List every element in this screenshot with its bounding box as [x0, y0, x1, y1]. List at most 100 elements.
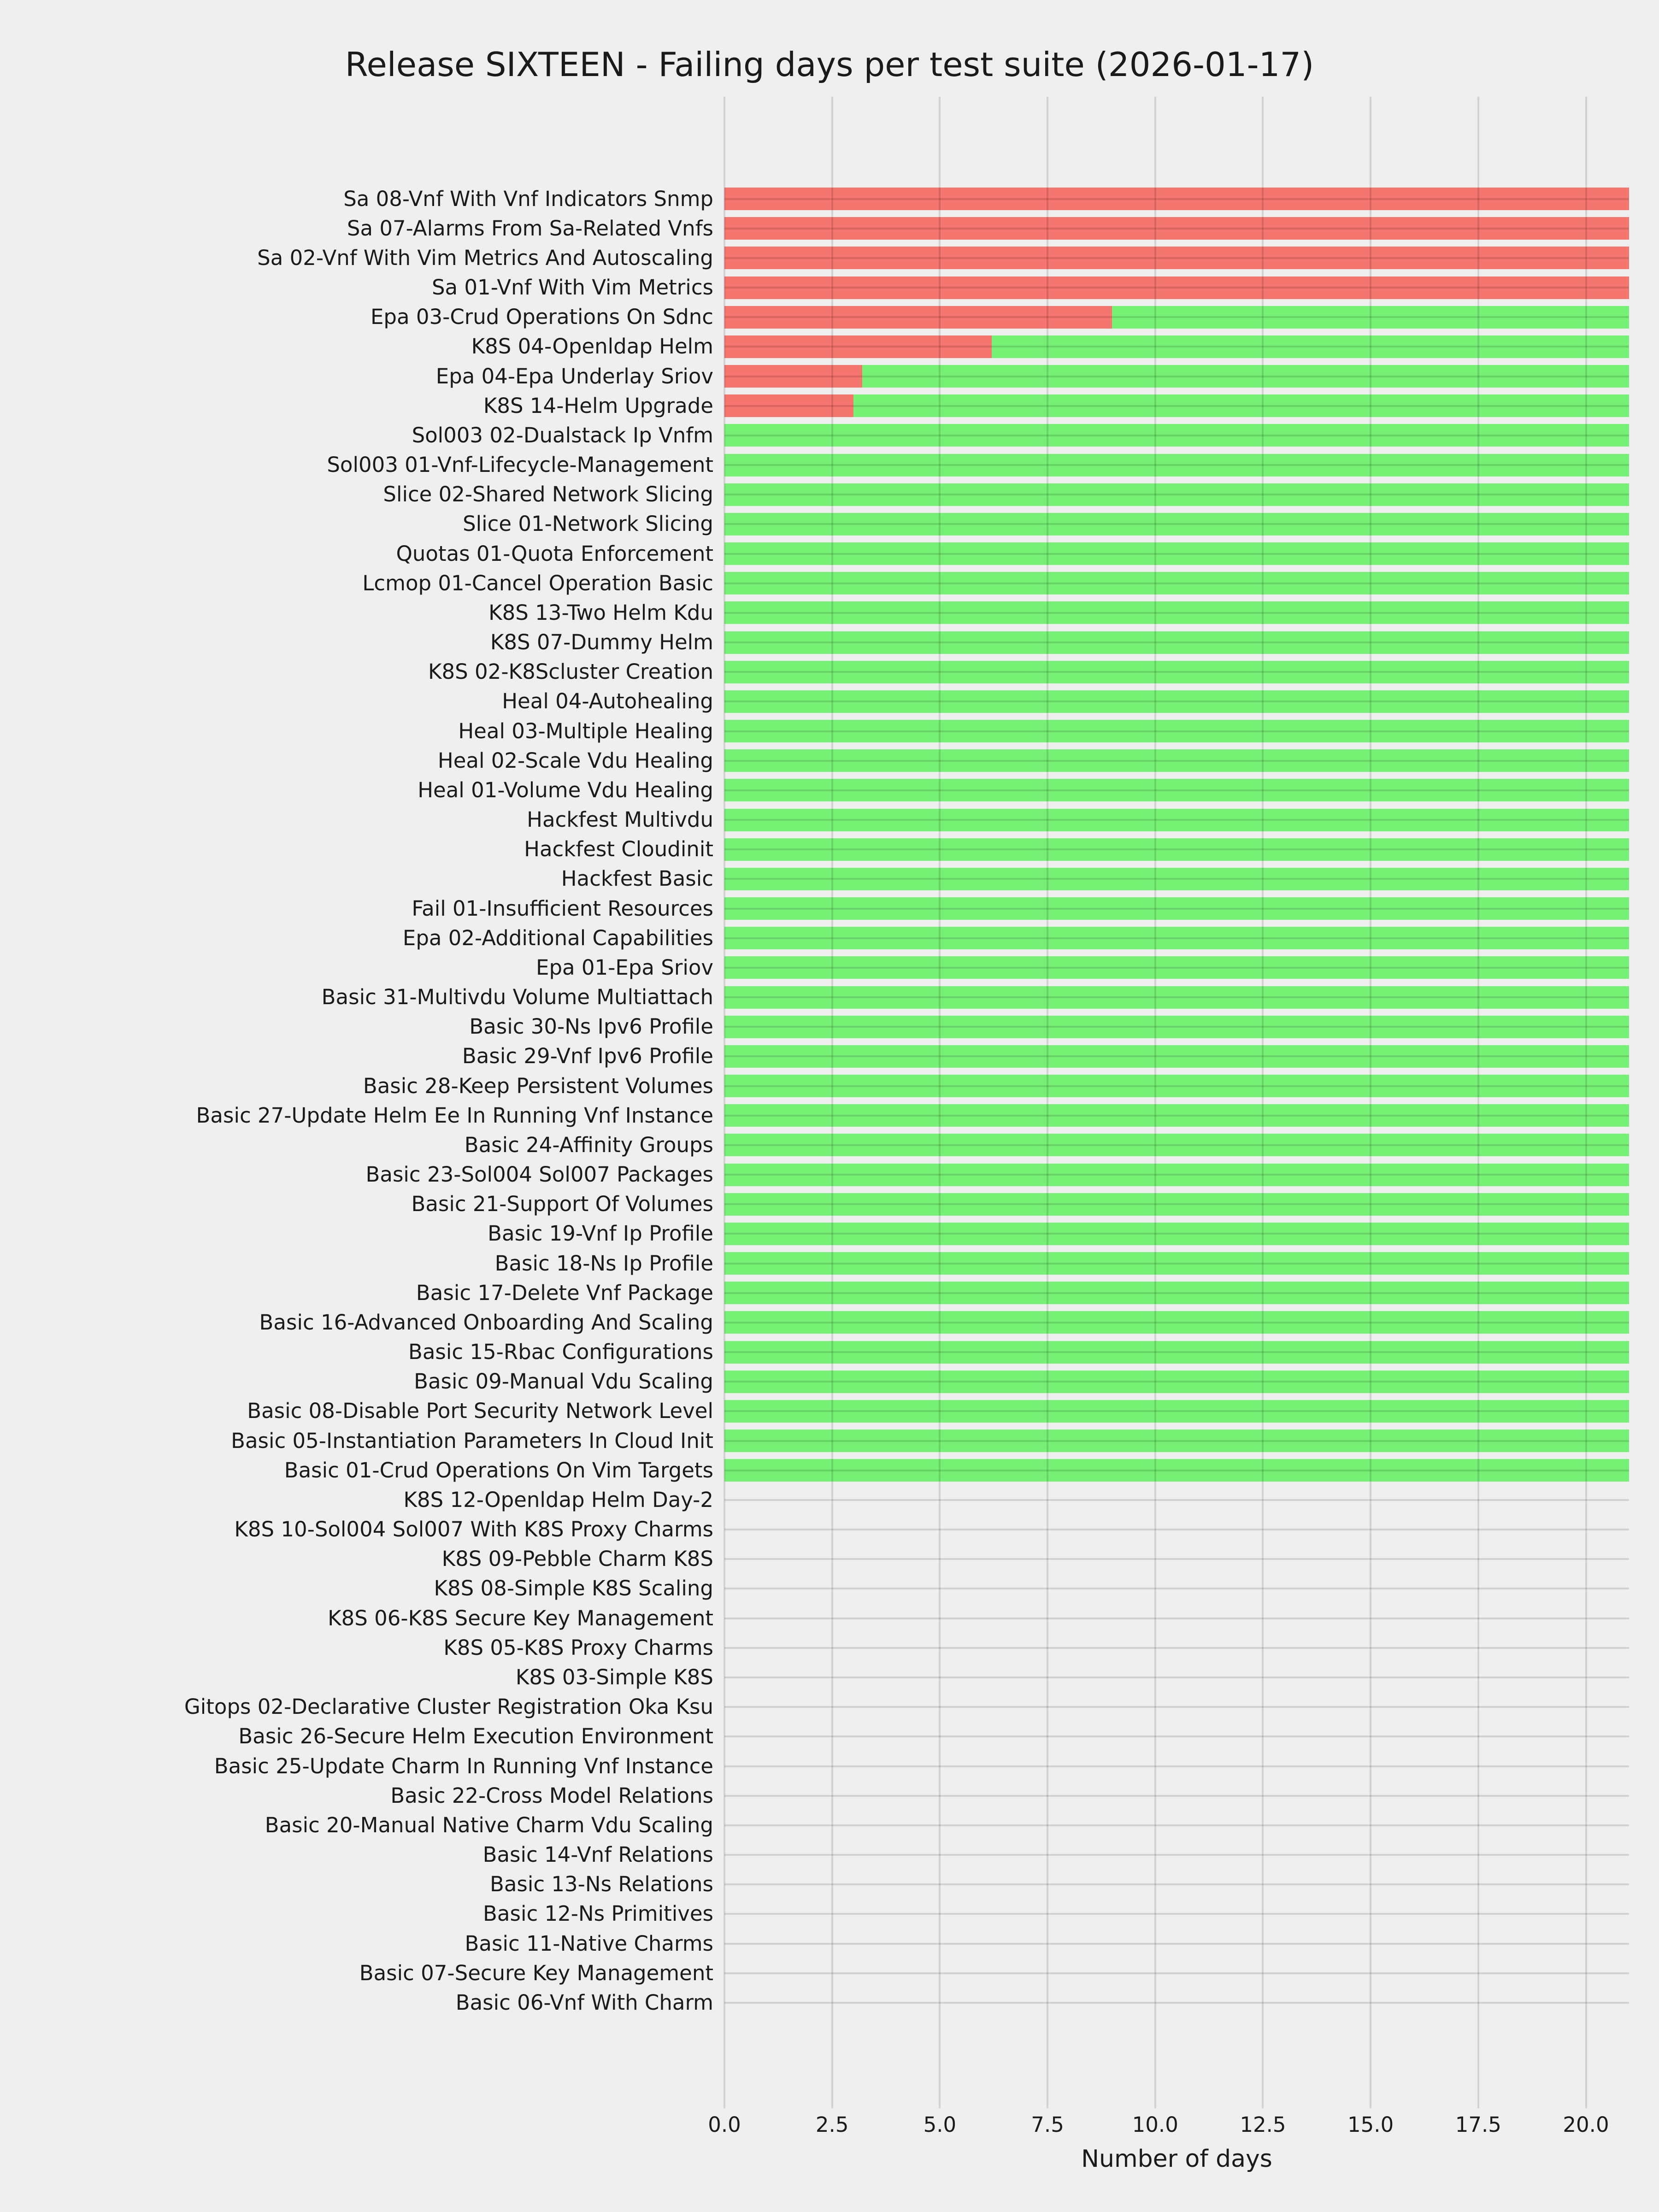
- y-tick-label: Sa 08-Vnf With Vnf Indicators Snmp: [343, 186, 713, 211]
- bar-segment-passing: [724, 897, 1629, 920]
- bar-segment-passing: [724, 1459, 1629, 1482]
- y-tick-label: Basic 07-Secure Key Management: [359, 1960, 713, 1985]
- bar-segment-failing: [724, 276, 1629, 299]
- y-tick-label: Slice 02-Shared Network Slicing: [383, 482, 713, 507]
- bar-segment-passing: [724, 1222, 1629, 1245]
- bar-segment-failing: [724, 335, 992, 358]
- y-tick-label: Basic 22-Cross Model Relations: [390, 1783, 713, 1808]
- y-tick-label: Basic 12-Ns Primitives: [483, 1901, 713, 1926]
- y-tick-label: Basic 13-Ns Relations: [489, 1872, 713, 1897]
- y-tick-label: K8S 02-K8Scluster Creation: [428, 659, 713, 684]
- y-tick-label: K8S 12-Openldap Helm Day-2: [403, 1487, 713, 1512]
- y-tick-label: Basic 06-Vnf With Charm: [455, 1990, 713, 2015]
- bar-segment-failing: [724, 365, 863, 388]
- plot-area: [724, 97, 1629, 2108]
- y-tick-label: Heal 02-Scale Vdu Healing: [437, 748, 713, 773]
- y-tick-label: Epa 01-Epa Sriov: [536, 955, 713, 980]
- x-tick-label: 12.5: [1240, 2112, 1286, 2137]
- y-tick-label: Basic 09-Manual Vdu Scaling: [414, 1369, 713, 1394]
- y-tick-label: Basic 31-Multivdu Volume Multiattach: [321, 985, 713, 1010]
- y-tick-label: K8S 13-Two Helm Kdu: [488, 600, 713, 625]
- y-tick-label: Basic 11-Native Charms: [465, 1931, 713, 1956]
- bar-segment-passing: [724, 660, 1629, 683]
- x-tick-label: 2.5: [815, 2112, 849, 2137]
- bar-segment-passing: [724, 1104, 1629, 1127]
- y-tick-label: Basic 25-Update Charm In Running Vnf Ins…: [214, 1753, 713, 1778]
- bar-segment-passing: [724, 838, 1629, 861]
- bar-segment-passing: [724, 1252, 1629, 1275]
- bar-segment-passing: [724, 1282, 1629, 1305]
- bar-segment-failing: [724, 306, 1112, 329]
- bar-segment-passing: [724, 867, 1629, 890]
- bar-segment-passing: [724, 572, 1629, 595]
- bar-segment-passing: [1112, 306, 1629, 329]
- y-tick-label: Basic 21-Support Of Volumes: [411, 1192, 713, 1217]
- y-tick-label: Sa 07-Alarms From Sa-Related Vnfs: [347, 216, 713, 241]
- bar-segment-passing: [724, 956, 1629, 979]
- bar-segment-failing: [724, 217, 1629, 240]
- y-tick-label: Hackfest Multivdu: [527, 807, 713, 832]
- y-tick-label: Basic 27-Update Helm Ee In Running Vnf I…: [196, 1103, 713, 1128]
- bar-segment-passing: [724, 779, 1629, 802]
- bar-segment-passing: [724, 453, 1629, 477]
- bar-segment-passing: [724, 1163, 1629, 1186]
- bar-segment-passing: [724, 631, 1629, 654]
- y-tick-label: K8S 08-Simple K8S Scaling: [434, 1576, 713, 1601]
- y-axis-labels: Sa 08-Vnf With Vnf Indicators Snmp Sa 07-…: [0, 0, 713, 2212]
- bar-segment-passing: [724, 1311, 1629, 1334]
- bar-segment-passing: [862, 365, 1629, 388]
- y-tick-label: Slice 01-Network Slicing: [463, 512, 713, 536]
- y-tick-label: Quotas 01-Quota Enforcement: [396, 541, 713, 566]
- bar-segment-passing: [724, 1193, 1629, 1216]
- y-tick-label: Basic 23-Sol004 Sol007 Packages: [365, 1162, 714, 1187]
- y-tick-label: K8S 05-K8S Proxy Charms: [443, 1635, 713, 1660]
- bar-segment-passing: [724, 1430, 1629, 1453]
- bars-layer: [724, 97, 1629, 2108]
- bar-segment-passing: [724, 749, 1629, 772]
- x-tick-label: 5.0: [923, 2112, 957, 2137]
- y-tick-label: K8S 10-Sol004 Sol007 With K8S Proxy Char…: [234, 1517, 713, 1542]
- bar-segment-passing: [724, 512, 1629, 535]
- y-tick-label: Basic 24-Affinity Groups: [464, 1132, 713, 1157]
- bar-segment-passing: [724, 1015, 1629, 1038]
- y-tick-label: Lcmop 01-Cancel Operation Basic: [362, 571, 713, 595]
- y-tick-label: Hackfest Cloudinit: [524, 837, 713, 862]
- bar-segment-passing: [724, 424, 1629, 447]
- x-tick-label: 15.0: [1347, 2112, 1394, 2137]
- y-tick-label: Heal 03-Multiple Healing: [458, 718, 713, 743]
- y-tick-label: Basic 15-Rbac Configurations: [408, 1340, 713, 1365]
- bar-segment-failing: [724, 394, 854, 418]
- y-tick-label: Basic 18-Ns Ip Profile: [494, 1251, 713, 1276]
- x-tick-label: 17.5: [1455, 2112, 1501, 2137]
- bar-segment-passing: [724, 483, 1629, 506]
- y-tick-label: Heal 04-Autohealing: [502, 689, 713, 714]
- bar-segment-passing: [724, 720, 1629, 743]
- y-tick-label: Sa 02-Vnf With Vim Metrics And Autoscali…: [257, 245, 713, 270]
- y-tick-label: Gitops 02-Declarative Cluster Registrati…: [184, 1694, 713, 1719]
- y-tick-label: Sa 01-Vnf With Vim Metrics: [431, 275, 713, 300]
- bar-segment-passing: [724, 1045, 1629, 1068]
- bar-segment-passing: [853, 394, 1629, 418]
- bar-segment-passing: [991, 335, 1629, 358]
- y-tick-label: Basic 16-Advanced Onboarding And Scaling: [259, 1310, 713, 1335]
- y-tick-label: Epa 02-Additional Capabilities: [402, 925, 713, 950]
- x-axis-label: Number of days: [1081, 2145, 1272, 2173]
- y-tick-label: Sol003 02-Dualstack Ip Vnfm: [412, 423, 713, 447]
- bar-segment-passing: [724, 1134, 1629, 1157]
- y-tick-label: Sol003 01-Vnf-Lifecycle-Management: [327, 453, 713, 477]
- bar-segment-passing: [724, 1341, 1629, 1364]
- y-tick-label: Epa 04-Epa Underlay Sriov: [435, 364, 713, 388]
- y-tick-label: Basic 30-Ns Ipv6 Profile: [469, 1014, 713, 1039]
- y-tick-label: Basic 26-Secure Helm Execution Environme…: [238, 1724, 713, 1749]
- x-tick-label: 10.0: [1132, 2112, 1178, 2137]
- y-tick-label: K8S 07-Dummy Helm: [490, 630, 713, 655]
- bar-segment-failing: [724, 188, 1629, 210]
- y-tick-label: Fail 01-Insufficient Resources: [412, 896, 713, 921]
- y-tick-label: Basic 19-Vnf Ip Profile: [488, 1221, 713, 1246]
- y-tick-label: Basic 20-Manual Native Charm Vdu Scaling: [265, 1812, 713, 1837]
- y-tick-label: Basic 29-Vnf Ipv6 Profile: [462, 1044, 713, 1069]
- y-tick-label: Hackfest Basic: [561, 866, 713, 891]
- y-tick-label: K8S 04-Openldap Helm: [471, 334, 713, 359]
- y-tick-label: K8S 09-Pebble Charm K8S: [441, 1547, 713, 1571]
